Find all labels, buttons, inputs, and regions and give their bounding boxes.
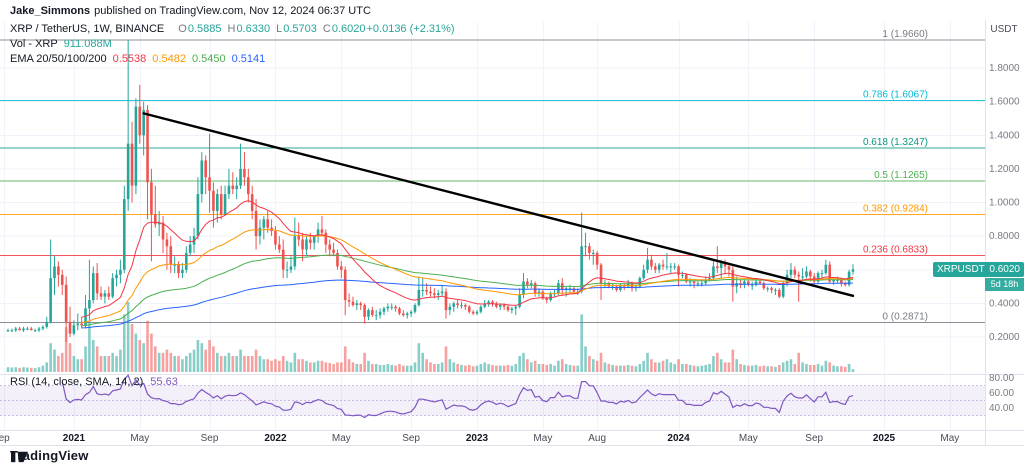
change-value: +0.0136 (+2.31%) (366, 23, 455, 35)
svg-text:80.00: 80.00 (989, 373, 1014, 384)
volume-legend-row: Vol - XRP 911.088M (10, 37, 455, 52)
svg-text:May: May (332, 433, 351, 444)
grid-layer (0, 22, 985, 430)
rsi-value: 55.63 (150, 376, 178, 388)
svg-text:Aug: Aug (588, 433, 606, 444)
high-value: 0.6330 (236, 23, 271, 35)
high-label: H (227, 23, 236, 35)
volume-layer (6, 302, 855, 372)
svg-text:1.6000: 1.6000 (989, 97, 1020, 108)
footer: TradingView (10, 448, 89, 463)
last-price-badge: XRPUSDT 0.6020 (933, 262, 1024, 277)
publish-header: Jake_Simmons published on TradingView.com… (10, 5, 371, 17)
svg-text:Sep: Sep (805, 433, 823, 444)
svg-text:2025: 2025 (873, 433, 896, 444)
svg-text:0.5 (1.1265): 0.5 (1.1265) (874, 170, 928, 181)
svg-text:1 (1.9660): 1 (1.9660) (882, 29, 928, 40)
badge-symbol: XRPUSDT (937, 264, 985, 275)
tradingview-brand[interactable]: TradingView (10, 448, 89, 463)
svg-text:0.4000: 0.4000 (989, 298, 1020, 309)
svg-text:0.618 (1.3247): 0.618 (1.3247) (863, 137, 928, 148)
svg-text:0.382 (0.9284): 0.382 (0.9284) (863, 204, 928, 215)
svg-text:0.236 (0.6833): 0.236 (0.6833) (863, 245, 928, 256)
axis-currency-label: USDT (990, 24, 1017, 35)
svg-text:2024: 2024 (667, 433, 690, 444)
symbol-legend-row: XRP / TetherUS, 1W, BINANCE O0.5885 H0.633… (10, 22, 455, 37)
svg-text:May: May (739, 433, 758, 444)
bar-countdown: 5d 18h (985, 278, 1024, 291)
rsi-label[interactable]: RSI (14, close, SMA, 14, 2) (10, 376, 144, 388)
svg-text:ep: ep (0, 433, 10, 444)
rsi-legend-row: RSI (14, close, SMA, 14, 2) 55.63 (10, 376, 178, 388)
rsi-layer (0, 374, 985, 419)
ema50-value: 0.5482 (152, 53, 186, 65)
chart-legend: XRP / TetherUS, 1W, BINANCE O0.5885 H0.633… (10, 22, 455, 67)
open-value: 0.5885 (187, 23, 222, 35)
close-label: C (322, 23, 331, 35)
ema-layer (81, 200, 854, 329)
svg-text:0 (0.2871): 0 (0.2871) (882, 311, 928, 322)
svg-text:May: May (130, 433, 149, 444)
badge-price: 0.6020 (989, 264, 1020, 275)
svg-text:0.2000: 0.2000 (989, 332, 1020, 343)
svg-text:60.00: 60.00 (989, 388, 1014, 399)
svg-text:40.00: 40.00 (989, 403, 1014, 414)
svg-text:2021: 2021 (63, 433, 86, 444)
svg-text:2022: 2022 (264, 433, 287, 444)
volume-value: 911.088M (63, 38, 112, 50)
svg-text:1.8000: 1.8000 (989, 63, 1020, 74)
svg-text:0.786 (1.6067): 0.786 (1.6067) (863, 89, 928, 100)
ema200-value: 0.5141 (231, 53, 266, 65)
symbol-title[interactable]: XRP / TetherUS, 1W, BINANCE (10, 23, 165, 35)
volume-label[interactable]: Vol - XRP (10, 38, 58, 50)
open-label: O (178, 23, 187, 35)
ema20-value: 0.5538 (112, 53, 147, 65)
svg-text:2023: 2023 (466, 433, 489, 444)
fib-labels: 1 (1.9660) 0.786 (1.6067) 0.618 (1.3247) 0.… (863, 29, 928, 322)
fib-retracement-layer (0, 39, 985, 323)
candles-layer (6, 40, 855, 343)
pane-separators (0, 20, 1024, 446)
price-axis[interactable]: USDT 1.8000 1.6000 1.4000 1.2000 1.0000 0.8000… (989, 24, 1020, 414)
svg-text:1.0000: 1.0000 (989, 198, 1020, 209)
svg-text:May: May (940, 433, 959, 444)
trendline-annotation[interactable] (142, 112, 855, 298)
svg-text:Sep: Sep (201, 433, 219, 444)
tradingview-logo-icon[interactable] (10, 448, 29, 465)
svg-text:0.8000: 0.8000 (989, 231, 1020, 242)
svg-text:1.2000: 1.2000 (989, 164, 1020, 175)
svg-text:May: May (533, 433, 552, 444)
low-value: 0.5703 (283, 23, 317, 35)
svg-text:Sep: Sep (402, 433, 420, 444)
svg-text:1.4000: 1.4000 (989, 130, 1020, 141)
ema100-value: 0.5450 (191, 53, 226, 65)
ema-label[interactable]: EMA 20/50/100/200 (10, 53, 107, 65)
close-value: 0.6020 (331, 23, 366, 35)
time-axis[interactable]: ep 2021 May Sep 2022 May Sep 2023 May Aug 2024 May S… (0, 433, 959, 444)
ema-legend-row: EMA 20/50/100/200 0.5538 0.5482 0.5450 0.514… (10, 52, 455, 67)
publish-info: published on TradingView.com, Nov 12, 20… (94, 5, 371, 17)
author-name: Jake_Simmons (10, 5, 91, 17)
low-label: L (276, 23, 283, 35)
